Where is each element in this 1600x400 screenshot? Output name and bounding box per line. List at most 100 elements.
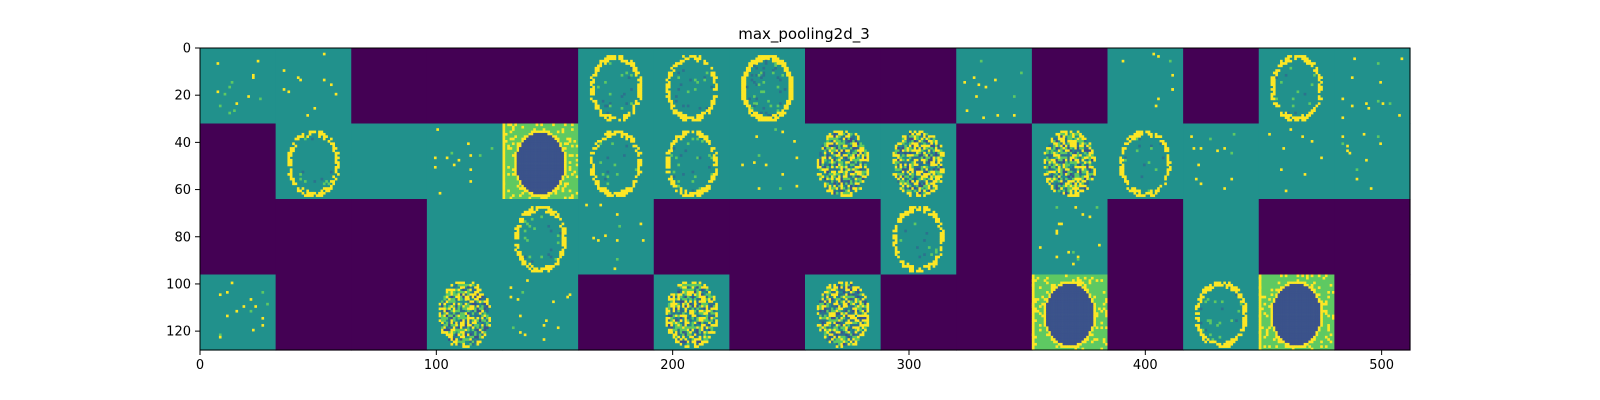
activation-pixel [835, 175, 839, 179]
activation-pixel [530, 217, 534, 221]
activation-pixel [445, 328, 449, 332]
activation-pixel [1076, 281, 1080, 285]
activation-pixel [630, 189, 633, 193]
activation-pixel [1090, 309, 1094, 313]
activation-pixel [901, 184, 905, 188]
activation-pixel [1067, 175, 1070, 179]
activation-pixel [821, 298, 825, 301]
feature-map-tile [502, 199, 579, 276]
activation-pixel [708, 307, 711, 311]
activation-pixel [682, 116, 685, 120]
activation-pixel [1079, 281, 1082, 285]
activation-pixel [852, 340, 855, 344]
activation-pixel [831, 305, 834, 308]
activation-pixel [521, 182, 525, 186]
activation-pixel [637, 158, 640, 162]
activation-pixel [337, 165, 340, 169]
activation-pixel [563, 243, 567, 247]
activation-pixel [1055, 319, 1059, 322]
activation-pixel [691, 291, 695, 294]
activation-pixel [684, 324, 688, 327]
activation-pixel [533, 149, 536, 153]
activation-pixel [1060, 132, 1063, 136]
activation-pixel [691, 328, 695, 332]
activation-pixel [682, 130, 685, 134]
activation-pixel [925, 232, 929, 235]
activation-pixel [693, 302, 697, 306]
activation-pixel [934, 142, 938, 146]
activation-pixel [552, 161, 555, 164]
activation-pixel [601, 187, 605, 190]
activation-pixel [828, 321, 832, 325]
activation-pixel [864, 163, 867, 167]
activation-pixel [1069, 149, 1073, 153]
activation-pixel [545, 130, 548, 134]
activation-pixel [1081, 307, 1085, 311]
activation-pixel [856, 291, 860, 294]
activation-pixel [684, 338, 688, 341]
activation-pixel [1043, 161, 1047, 164]
activation-pixel [521, 213, 525, 216]
activation-pixel [1060, 180, 1063, 183]
activation-pixel [911, 184, 915, 188]
activation-pixel [1074, 291, 1078, 294]
activation-pixel [441, 314, 444, 318]
activation-pixel [1081, 144, 1085, 148]
activation-pixel [854, 180, 858, 183]
activation-pixel [1121, 158, 1125, 162]
activation-pixel [530, 189, 534, 193]
activation-pixel [1280, 168, 1283, 171]
activation-pixel [696, 328, 699, 332]
activation-pixel [1060, 283, 1063, 287]
activation-pixel [913, 149, 917, 153]
activation-pixel [443, 331, 447, 334]
activation-pixel [1126, 180, 1130, 183]
activation-pixel [1317, 85, 1321, 89]
activation-pixel [703, 137, 707, 141]
activation-pixel [485, 309, 489, 313]
activation-pixel [554, 170, 558, 174]
activation-pixel [786, 69, 789, 72]
activation-pixel [819, 319, 822, 322]
activation-pixel [1050, 170, 1054, 174]
activation-pixel [1064, 161, 1068, 164]
activation-pixel [545, 137, 548, 141]
activation-pixel [939, 239, 943, 242]
activation-pixel [563, 239, 567, 242]
tile-background [956, 123, 1033, 200]
activation-pixel [325, 187, 328, 190]
activation-pixel [552, 154, 555, 157]
activation-pixel [540, 215, 543, 219]
activation-pixel [1062, 137, 1066, 141]
activation-pixel [1074, 173, 1078, 176]
activation-pixel [845, 189, 848, 193]
activation-pixel [691, 116, 695, 120]
activation-pixel [334, 92, 338, 96]
activation-pixel [840, 175, 844, 179]
activation-pixel [457, 307, 461, 311]
activation-pixel [677, 335, 681, 339]
activation-pixel [1284, 62, 1288, 65]
activation-pixel [1074, 142, 1078, 146]
activation-pixel [861, 163, 865, 167]
activation-pixel [833, 161, 837, 164]
activation-pixel [471, 295, 475, 299]
activation-pixel [639, 163, 643, 167]
activation-pixel [478, 154, 482, 157]
activation-pixel [847, 338, 851, 341]
activation-pixel [701, 286, 704, 289]
activation-pixel [930, 184, 933, 188]
activation-pixel [1317, 97, 1321, 101]
feature-map-tile [426, 123, 504, 200]
activation-pixel [471, 324, 475, 327]
activation-pixel [939, 158, 943, 162]
activation-pixel [743, 95, 747, 98]
feature-map-tile [729, 123, 806, 200]
activation-pixel [826, 300, 829, 304]
activation-pixel [908, 144, 912, 148]
activation-pixel [523, 147, 527, 150]
activation-pixel [826, 189, 829, 193]
activation-pixel [1057, 295, 1061, 299]
activation-pixel [831, 144, 834, 148]
activation-pixel [1057, 291, 1061, 294]
